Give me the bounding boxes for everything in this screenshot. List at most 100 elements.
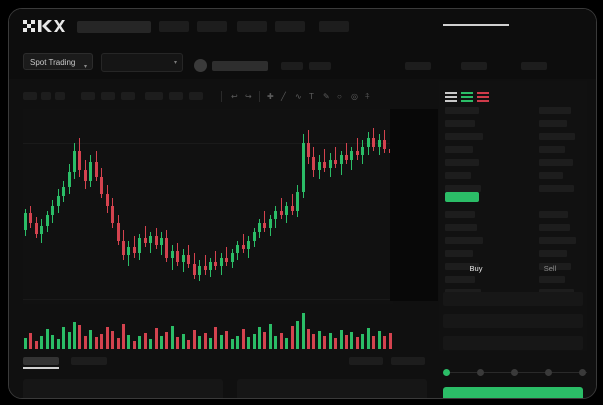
order-book-row[interactable] bbox=[445, 250, 473, 257]
order-book-row[interactable] bbox=[445, 263, 479, 270]
bottom-tab-1[interactable] bbox=[23, 357, 59, 365]
tab-buy[interactable]: Buy bbox=[469, 264, 483, 273]
order-book-row[interactable] bbox=[445, 146, 473, 153]
interval-2[interactable] bbox=[41, 92, 51, 100]
order-amount-field[interactable] bbox=[443, 314, 583, 328]
order-book-row[interactable] bbox=[445, 133, 483, 140]
bottom-right-tab-1[interactable] bbox=[349, 357, 383, 365]
order-book-row-value bbox=[539, 237, 577, 244]
wave-icon[interactable]: ∿ bbox=[295, 92, 302, 101]
nav-item-4[interactable] bbox=[275, 21, 305, 32]
text-icon[interactable]: T bbox=[309, 92, 314, 101]
price-chart[interactable] bbox=[23, 109, 393, 304]
volume-bar bbox=[355, 337, 359, 349]
candlestick-wick bbox=[204, 255, 206, 275]
slider-dot-1[interactable] bbox=[477, 369, 484, 376]
ob-view-sell-icon[interactable] bbox=[477, 89, 489, 102]
order-book-row[interactable] bbox=[445, 107, 479, 114]
bottom-right-tab-2[interactable] bbox=[391, 357, 425, 365]
volume-bar bbox=[154, 328, 158, 349]
interval-8[interactable] bbox=[169, 92, 183, 100]
volume-bar bbox=[372, 335, 376, 349]
crosshair-icon[interactable]: ✚ bbox=[267, 92, 274, 101]
candlestick bbox=[383, 129, 387, 154]
slider-dot-2[interactable] bbox=[511, 369, 518, 376]
volume-bar bbox=[274, 336, 278, 349]
candlestick bbox=[268, 214, 272, 237]
ob-view-all-icon[interactable] bbox=[445, 89, 457, 102]
bottom-card-left[interactable] bbox=[23, 379, 223, 398]
order-total-field[interactable] bbox=[443, 336, 583, 350]
interval-1[interactable] bbox=[23, 92, 37, 100]
order-book-row[interactable] bbox=[445, 211, 475, 218]
volume-bar bbox=[377, 331, 381, 349]
slider-dot-4[interactable] bbox=[579, 369, 586, 376]
okx-logo[interactable] bbox=[23, 20, 65, 33]
search-pill[interactable] bbox=[77, 21, 151, 33]
candlestick-wick bbox=[335, 146, 337, 169]
grid-line bbox=[23, 143, 393, 144]
nav-item-5[interactable] bbox=[319, 21, 349, 32]
bottom-card-right[interactable] bbox=[237, 379, 427, 398]
slider-dot-0[interactable] bbox=[443, 369, 450, 376]
candlestick-wick bbox=[324, 148, 326, 173]
nav-item-2[interactable] bbox=[197, 21, 227, 32]
redo-icon[interactable]: ↪ bbox=[245, 92, 252, 101]
candlestick-wick bbox=[112, 197, 114, 228]
interval-7[interactable] bbox=[145, 92, 163, 100]
order-book-row-value bbox=[539, 120, 567, 127]
candlestick-wick bbox=[41, 219, 43, 243]
interval-3[interactable] bbox=[55, 92, 65, 100]
candlestick-wick bbox=[144, 225, 146, 247]
candlestick bbox=[350, 146, 354, 171]
amount-percent-slider[interactable] bbox=[443, 369, 591, 377]
volume-bar bbox=[209, 338, 212, 349]
candlestick-wick bbox=[166, 229, 168, 262]
order-book-row[interactable] bbox=[445, 159, 479, 166]
nav-item-1[interactable] bbox=[159, 21, 189, 32]
volume-bar bbox=[252, 333, 256, 349]
candlestick-wick bbox=[220, 253, 222, 275]
candlestick-wick bbox=[57, 189, 59, 213]
ob-view-buy-icon[interactable] bbox=[461, 89, 473, 102]
eye-icon[interactable]: ◎ bbox=[351, 92, 358, 101]
undo-icon[interactable]: ↩ bbox=[231, 92, 238, 101]
interval-5[interactable] bbox=[101, 92, 115, 100]
order-book-row[interactable] bbox=[445, 172, 471, 179]
order-price-field[interactable] bbox=[443, 292, 583, 306]
nav-item-3[interactable] bbox=[237, 21, 267, 32]
stat-2 bbox=[309, 62, 331, 70]
slider-dot-3[interactable] bbox=[545, 369, 552, 376]
order-book-row[interactable] bbox=[445, 120, 475, 127]
candlestick-wick bbox=[177, 242, 179, 267]
order-book-row[interactable] bbox=[445, 185, 481, 192]
candlestick-wick bbox=[340, 151, 342, 175]
order-book-row[interactable] bbox=[445, 237, 483, 244]
submit-buy-button[interactable] bbox=[443, 387, 583, 398]
interval-4[interactable] bbox=[81, 92, 95, 100]
brush-icon[interactable]: ✎ bbox=[323, 92, 330, 101]
order-book-row[interactable] bbox=[445, 224, 477, 231]
interval-6[interactable] bbox=[121, 92, 135, 100]
candlestick-wick bbox=[161, 232, 163, 256]
spot-trading-select[interactable]: Spot Trading ▾ bbox=[23, 53, 93, 70]
tab-sell[interactable]: Sell bbox=[543, 264, 557, 273]
candlestick bbox=[296, 185, 300, 218]
volume-bar bbox=[62, 326, 66, 349]
candlestick-wick bbox=[30, 206, 32, 228]
spot-trading-label: Spot Trading bbox=[30, 58, 76, 67]
trading-pair-select[interactable]: ▾ bbox=[101, 53, 183, 72]
candlestick-wick bbox=[242, 234, 244, 254]
candlestick bbox=[361, 140, 365, 164]
volume-bar bbox=[160, 335, 164, 349]
bottom-tab-2[interactable] bbox=[71, 357, 107, 365]
interval-9[interactable] bbox=[189, 92, 203, 100]
trendline-icon[interactable]: ╱ bbox=[281, 92, 286, 101]
candlestick bbox=[78, 138, 82, 177]
candlestick-wick bbox=[128, 240, 130, 267]
magnet-icon[interactable]: ○ bbox=[337, 92, 342, 101]
order-book-row[interactable] bbox=[445, 276, 475, 283]
candlestick-wick bbox=[101, 168, 103, 198]
candlestick-wick bbox=[215, 251, 217, 271]
trash-icon[interactable]: ⍏ bbox=[365, 92, 370, 101]
